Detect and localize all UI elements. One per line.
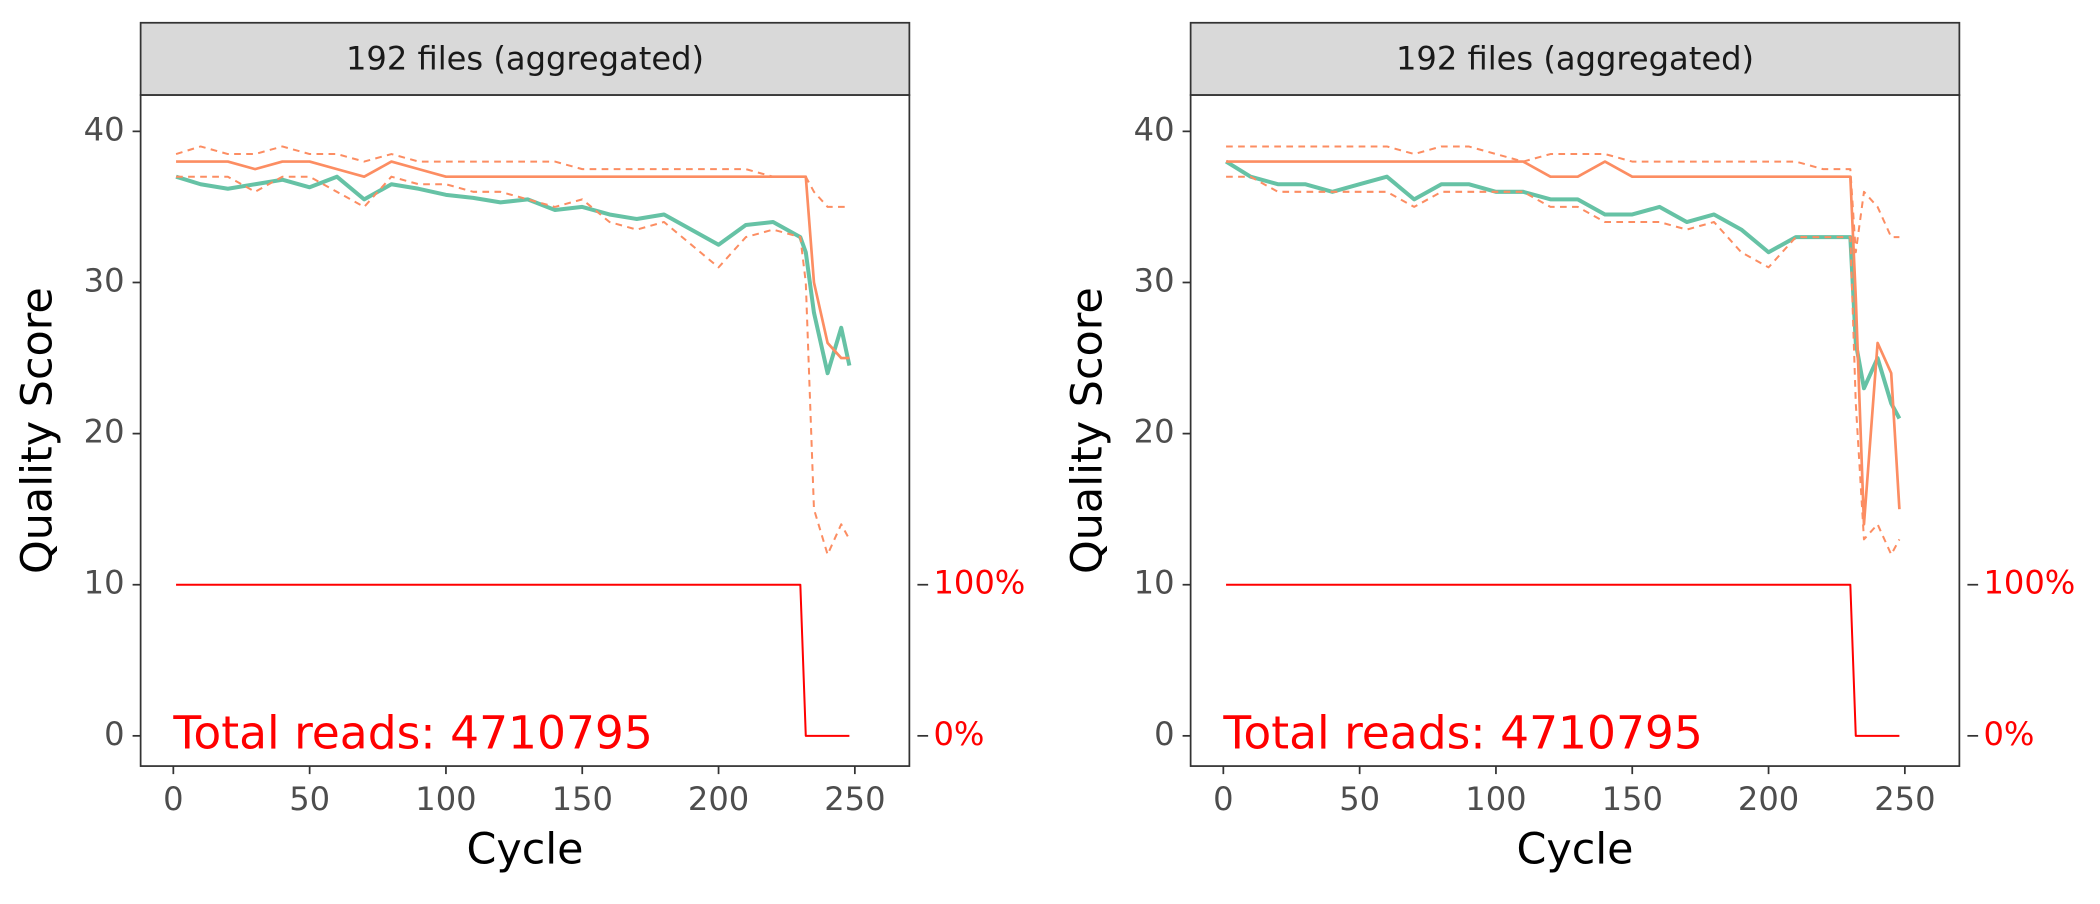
- y2-tick-label: 0%: [933, 715, 984, 753]
- annotation: Total reads: 4710795: [172, 706, 653, 759]
- strip-title: 192 files (aggregated): [1396, 39, 1754, 77]
- y2-tick-label: 100%: [1983, 564, 2075, 602]
- series-line: [176, 175, 851, 556]
- x-tick-label: 200: [1738, 780, 1799, 818]
- series-line: [176, 583, 850, 737]
- series-line: [1226, 583, 1900, 737]
- strip-title: 192 files (aggregated): [346, 39, 704, 77]
- series-line: [1226, 160, 1901, 526]
- x-tick-label: 50: [289, 780, 330, 818]
- x-tick-label: 100: [415, 780, 476, 818]
- x-tick-label: 150: [552, 780, 613, 818]
- x-tick-label: 200: [688, 780, 749, 818]
- x-tick-label: 150: [1602, 780, 1663, 818]
- x-tick-label: 100: [1465, 780, 1526, 818]
- y-tick-label: 20: [84, 413, 125, 451]
- strip: [139, 21, 911, 96]
- x-tick-label: 250: [1874, 780, 1935, 818]
- series-line: [175, 145, 850, 208]
- y-tick-label: 10: [84, 564, 125, 602]
- panel: [1189, 94, 1961, 767]
- y2-tick-label: 100%: [933, 564, 1025, 602]
- x-tick-label: 50: [1339, 780, 1380, 818]
- y2-tick-label: 0%: [1983, 715, 2034, 753]
- y-axis-title: Quality Score: [1063, 287, 1113, 574]
- annotation: Total reads: 4710795: [1222, 706, 1703, 759]
- y-tick-label: 0: [104, 715, 124, 753]
- y-tick-label: 30: [1134, 261, 1175, 299]
- x-tick-label: 0: [1213, 780, 1233, 818]
- y-tick-label: 40: [1134, 110, 1175, 148]
- y-axis-title: Quality Score: [13, 287, 63, 574]
- strip: [1189, 21, 1961, 96]
- series-line: [176, 160, 850, 360]
- x-tick-label: 0: [163, 780, 183, 818]
- y-tick-label: 20: [1134, 413, 1175, 451]
- series-line: [1226, 175, 1901, 556]
- x-axis-title: Cycle: [1516, 824, 1633, 874]
- y-tick-label: 40: [84, 110, 125, 148]
- x-axis-title: Cycle: [466, 824, 583, 874]
- y-tick-label: 0: [1154, 715, 1174, 753]
- y-tick-label: 10: [1134, 564, 1175, 602]
- x-tick-label: 250: [824, 780, 885, 818]
- y-tick-label: 30: [84, 261, 125, 299]
- panel: [139, 94, 911, 767]
- series-line: [175, 174, 852, 376]
- series-line: [1226, 145, 1900, 254]
